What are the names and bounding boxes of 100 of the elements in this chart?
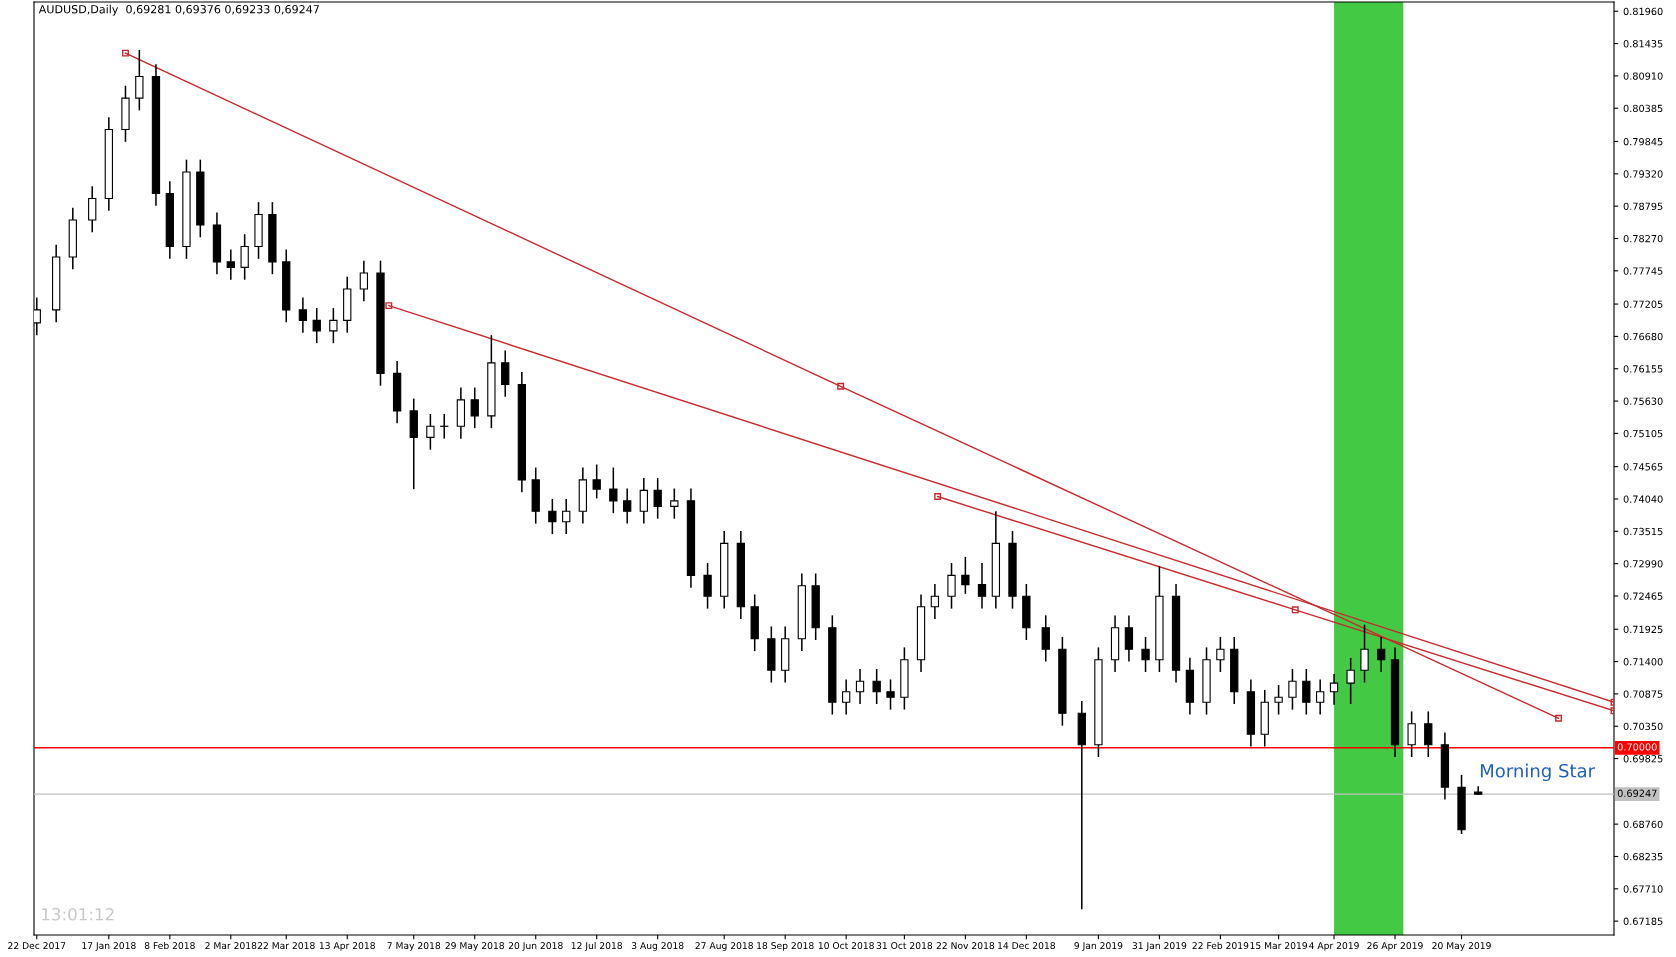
candlestick	[930, 583, 940, 620]
point	[837, 382, 845, 390]
candlestick	[1316, 678, 1325, 716]
candlestick	[609, 466, 618, 514]
candlestick	[886, 678, 895, 711]
candlestick	[842, 678, 851, 716]
x-tick-label: 26 Apr 2019	[1367, 942, 1423, 951]
x-tick-label: 22 Feb 2019	[1192, 941, 1249, 950]
candlestick	[135, 49, 144, 112]
candlestick	[670, 487, 679, 520]
candlestick	[1041, 614, 1050, 663]
y-tick-label: 0.70350	[1623, 722, 1663, 731]
point	[934, 493, 942, 500]
candlestick	[1302, 668, 1311, 716]
x-tick-label: 20 Jun 2018	[508, 942, 563, 951]
candlestick	[359, 259, 369, 303]
y-tick-label: 0.74565	[1623, 463, 1663, 471]
ref-line-label: 0.70000	[1617, 743, 1657, 751]
y-tick-label: 0.78270	[1623, 234, 1663, 243]
x-tick-label: 15 Mar 2019	[1250, 942, 1308, 950]
candlestick	[240, 233, 249, 281]
y-tick-label: 0.80385	[1623, 104, 1663, 113]
y-tick-label: 0.77205	[1623, 300, 1663, 308]
x-tick-label: 2 Mar 2018	[205, 942, 257, 950]
y-tick-label: 0.79320	[1623, 170, 1663, 178]
candlestick	[312, 307, 321, 344]
x-tick-label: 22 Mar 2018	[257, 942, 315, 950]
candlestick	[623, 487, 632, 525]
candlestick	[1216, 636, 1225, 673]
y-tick-label: 0.69825	[1623, 755, 1663, 763]
candlestick	[548, 498, 557, 535]
candlestick	[1360, 623, 1369, 684]
x-tick-label: 13 Apr 2018	[319, 942, 375, 951]
candlestick	[1124, 614, 1134, 663]
candlestick	[329, 307, 338, 344]
y-tick-label: 0.78795	[1623, 202, 1663, 210]
x-tick-label: 31 Jan 2019	[1132, 942, 1187, 951]
x-tick-label: 22 Nov 2018	[936, 942, 995, 950]
candlestick	[855, 668, 865, 705]
x-tick-label: 29 May 2018	[445, 942, 504, 951]
candlestick	[639, 477, 648, 525]
y-tick-label: 0.67710	[1623, 885, 1663, 893]
y-tick-label: 0.71400	[1623, 658, 1663, 666]
y-tick-label: 0.67185	[1623, 917, 1663, 925]
annotation: Morning Star	[1480, 763, 1596, 782]
x-tick-label: 7 May 2018	[387, 942, 441, 951]
x-tick-label: 18 Sep 2018	[757, 942, 814, 951]
point	[1291, 606, 1299, 614]
candlestick	[1274, 684, 1283, 716]
x-tick-label: 20 May 2019	[1432, 942, 1491, 951]
point	[385, 302, 393, 310]
x-tick-label: 3 Aug 2018	[631, 942, 684, 951]
x-tick-label: 12 Jul 2018	[571, 941, 623, 951]
candlestick	[1288, 668, 1297, 711]
y-tick-label: 0.71925	[1623, 625, 1663, 634]
y-tick-label: 0.75630	[1623, 397, 1663, 405]
y-tick-label: 0.73515	[1623, 527, 1663, 536]
y-tick-label: 0.76680	[1623, 332, 1663, 341]
candlestick	[653, 477, 662, 520]
x-tick-label: 9 Jan 2019	[1074, 942, 1123, 951]
candlestick	[1424, 710, 1433, 758]
y-tick-label: 0.79845	[1623, 137, 1663, 146]
candlestick	[1407, 710, 1416, 758]
candlestick	[88, 185, 97, 234]
x-tick-label: 10 Oct 2018	[818, 942, 874, 950]
y-tick-label: 0.68760	[1623, 820, 1663, 828]
y-tick-label: 0.76155	[1623, 365, 1663, 373]
y-tick-label: 0.75105	[1623, 429, 1663, 438]
x-tick-label: 22 Dec 2017	[8, 942, 66, 950]
y-tick-label: 0.74040	[1623, 495, 1663, 503]
candlestick	[1376, 636, 1386, 673]
candlestick	[977, 562, 987, 610]
x-tick-label: 17 Jan 2018	[82, 942, 136, 951]
point	[122, 49, 129, 57]
x-tick-label: 14 Dec 2018	[998, 942, 1055, 950]
y-tick-label: 0.80910	[1623, 72, 1663, 80]
candlestick	[961, 556, 970, 595]
candlestick	[298, 296, 308, 334]
candlestick	[947, 562, 956, 610]
candlestick	[1346, 657, 1355, 705]
candlestick	[226, 248, 235, 281]
chart-title: AUDUSD,Daily 0,69281 0,69376 0,69233 0,69247	[38, 4, 319, 16]
candlestick	[1329, 673, 1339, 706]
y-tick-label: 0.77745	[1623, 267, 1663, 275]
y-tick-label: 0.70875	[1623, 690, 1663, 698]
y-tick-label: 0.81435	[1623, 40, 1663, 48]
ref-line-label: 0.69247	[1617, 789, 1657, 797]
candlestick	[470, 386, 479, 429]
y-tick-label: 0.72990	[1623, 560, 1663, 568]
y-tick-label: 0.72465	[1623, 592, 1663, 600]
candlestick	[426, 413, 435, 451]
y-tick-label: 0.81960	[1623, 7, 1663, 16]
x-tick-label: 4 Apr 2019	[1309, 942, 1359, 951]
x-tick-label: 8 Feb 2018	[144, 941, 195, 950]
x-tick-label: 31 Oct 2018	[876, 942, 933, 950]
x-tick-label: 27 Aug 2018	[695, 942, 753, 951]
point	[1555, 714, 1563, 722]
candlestick	[562, 498, 571, 535]
y-tick-label: 0.68235	[1623, 852, 1663, 861]
candlestick	[872, 668, 881, 705]
